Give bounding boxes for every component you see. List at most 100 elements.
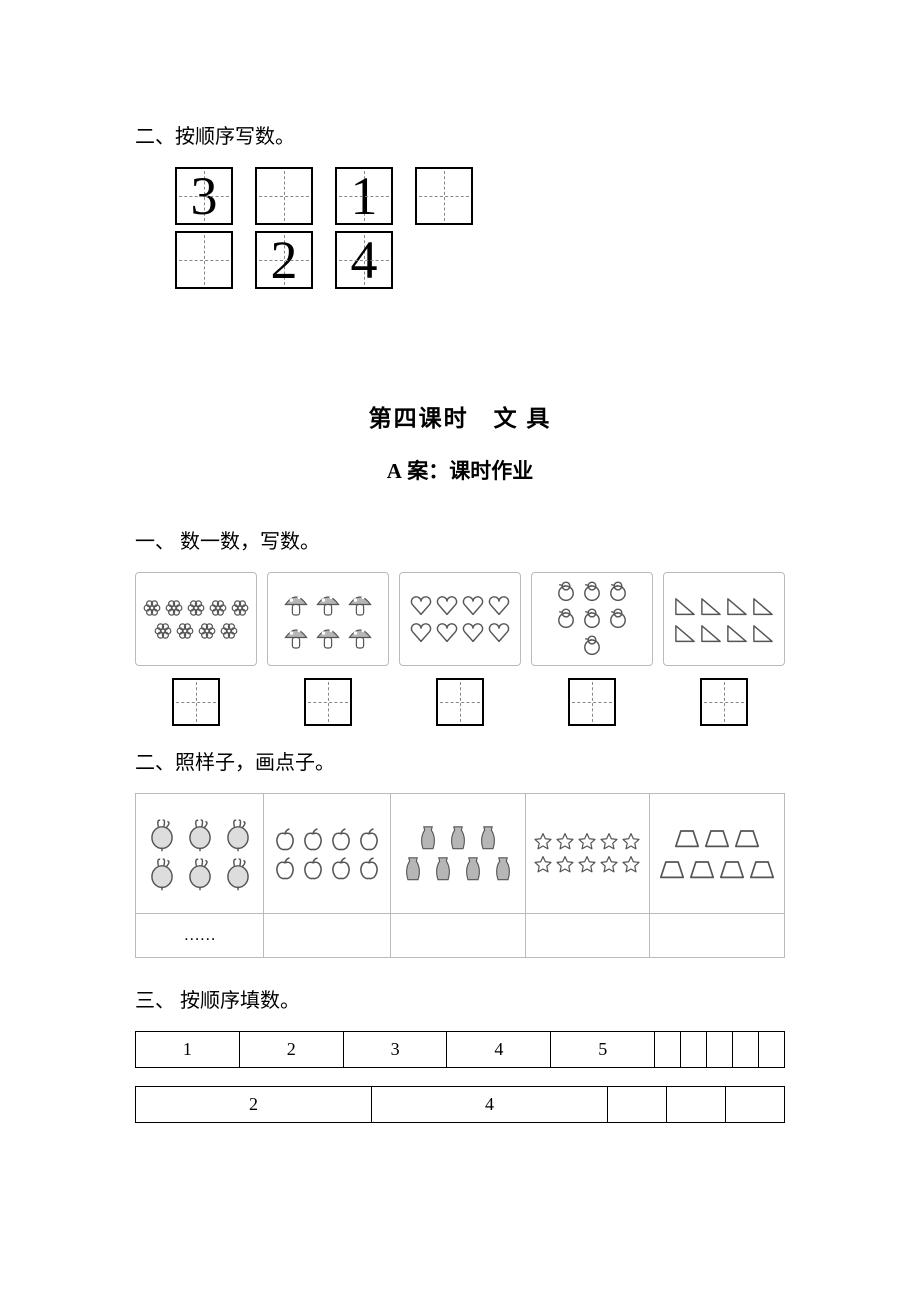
count-card-chick (531, 572, 653, 666)
dots-cell-star (525, 794, 649, 914)
star-icon (555, 855, 575, 875)
triangle-icon (699, 594, 723, 618)
seq-cell: 5 (551, 1032, 655, 1068)
dots-cell-radish (136, 794, 264, 914)
writing-box (172, 678, 220, 726)
trapezoid-icon (703, 824, 731, 852)
case-rest: 案：课时作业 (402, 459, 533, 483)
heart-icon (409, 594, 433, 618)
seq-cell (707, 1032, 733, 1068)
radish-icon (144, 855, 180, 891)
count-card-triangle (663, 572, 785, 666)
mushroom-icon (345, 621, 375, 651)
seq-table-1: 12345 (135, 1031, 785, 1068)
star-icon (621, 832, 641, 852)
vase-icon (489, 855, 517, 883)
apple-icon (272, 855, 298, 881)
radish-icon (220, 816, 256, 852)
count-card-mushroom (267, 572, 389, 666)
flower-icon (175, 621, 195, 641)
flower-icon (186, 598, 206, 618)
count-answer-slot (135, 678, 257, 726)
heart-icon (435, 594, 459, 618)
case-prefix: A (387, 459, 402, 483)
apple-icon (300, 855, 326, 881)
seq-cell (681, 1032, 707, 1068)
vase-icon (429, 855, 457, 883)
dots-answer-cell (390, 914, 525, 958)
seq-cell: 1 (136, 1032, 240, 1068)
dots-answer-cell: …… (136, 914, 264, 958)
heart-icon (409, 621, 433, 645)
vase-icon (444, 824, 472, 852)
dots-answer-cell (649, 914, 784, 958)
writing-box (304, 678, 352, 726)
star-icon (621, 855, 641, 875)
vase-icon (399, 855, 427, 883)
writing-box-number: 2 (257, 233, 311, 287)
dots-answer-cell (525, 914, 649, 958)
count-card-heart (399, 572, 521, 666)
triangle-icon (751, 621, 775, 645)
mushroom-icon (313, 588, 343, 618)
writing-box: 4 (335, 231, 393, 289)
writing-box-number: 1 (337, 169, 391, 223)
heart-icon (435, 621, 459, 645)
heart-icon (487, 621, 511, 645)
triangle-icon (725, 594, 749, 618)
triangle-icon (725, 621, 749, 645)
star-icon (599, 832, 619, 852)
count-answer-slot (663, 678, 785, 726)
seq-cell (667, 1087, 726, 1123)
dots-cell-vase (390, 794, 525, 914)
count-answers-row (135, 678, 785, 726)
writing-box (255, 167, 313, 225)
writing-box-number: 3 (177, 169, 231, 223)
writing-box (568, 678, 616, 726)
triangle-icon (673, 621, 697, 645)
flower-icon (219, 621, 239, 641)
heading-dots: 二、照样子，画点子。 (135, 746, 785, 775)
triangle-icon (699, 621, 723, 645)
chick-icon (580, 634, 604, 658)
vase-icon (474, 824, 502, 852)
triangle-icon (751, 594, 775, 618)
trapezoid-icon (733, 824, 761, 852)
chick-icon (606, 607, 630, 631)
flower-icon (230, 598, 250, 618)
lesson-title: 第四课时 文 具 (135, 399, 785, 433)
seq-write-row: 31 (175, 167, 785, 225)
dots-answer-cell (264, 914, 390, 958)
vase-icon (414, 824, 442, 852)
count-cards-row (135, 572, 785, 666)
mushroom-icon (345, 588, 375, 618)
writing-box (436, 678, 484, 726)
apple-icon (356, 826, 382, 852)
heading-seq-write: 二、按顺序写数。 (135, 120, 785, 149)
writing-box (415, 167, 473, 225)
dots-cell-apple (264, 794, 390, 914)
star-icon (555, 832, 575, 852)
seq-cell (655, 1032, 681, 1068)
seq-cell: 3 (343, 1032, 447, 1068)
dots-cell-trapezoid (649, 794, 784, 914)
seq-write-grid: 3124 (135, 167, 785, 289)
seq-cell (726, 1087, 785, 1123)
star-icon (599, 855, 619, 875)
seq-cell (733, 1032, 759, 1068)
dots-table: …… (135, 793, 785, 958)
radish-icon (144, 816, 180, 852)
heart-icon (461, 621, 485, 645)
writing-box: 2 (255, 231, 313, 289)
writing-box-number: 4 (337, 233, 391, 287)
radish-icon (182, 855, 218, 891)
mushroom-icon (281, 621, 311, 651)
flower-icon (197, 621, 217, 641)
apple-icon (356, 855, 382, 881)
chick-icon (554, 607, 578, 631)
seq-cell (608, 1087, 667, 1123)
trapezoid-icon (688, 855, 716, 883)
apple-icon (328, 826, 354, 852)
flower-icon (164, 598, 184, 618)
heart-icon (487, 594, 511, 618)
